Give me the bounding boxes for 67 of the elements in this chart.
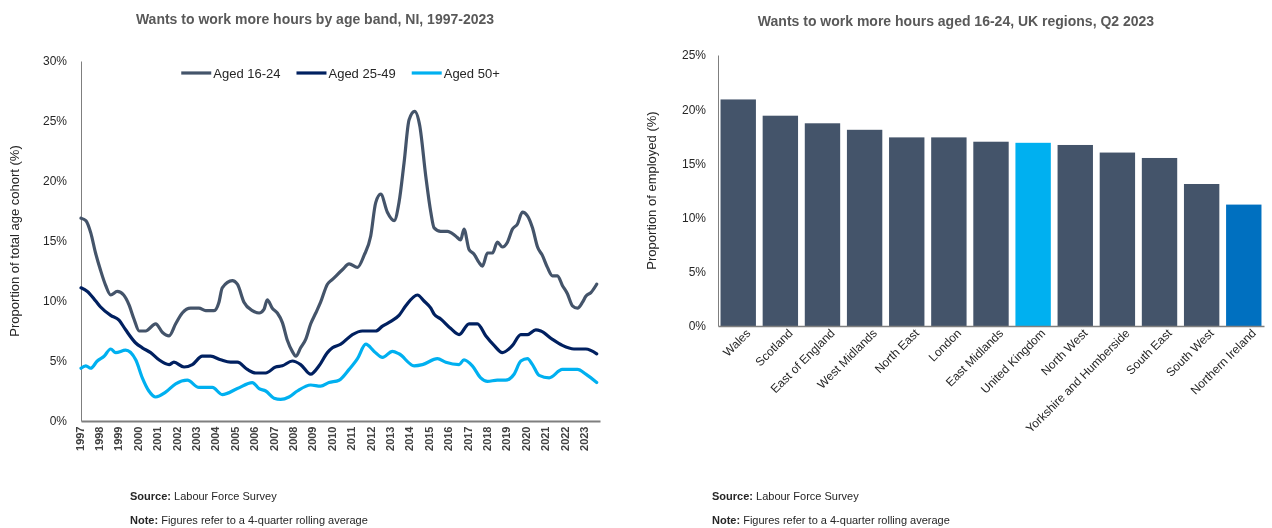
bar	[1099, 152, 1136, 326]
x-tick-label: 2016	[442, 426, 455, 451]
y-tick-label: 0%	[49, 414, 68, 429]
legend-label: Aged 25-49	[328, 66, 396, 81]
x-tick-label: 2001	[151, 426, 164, 451]
x-tick-label: 1998	[93, 426, 106, 451]
x-tick-label: 2022	[558, 426, 571, 451]
x-tick-label: 1997	[73, 426, 86, 451]
x-tick-label: 2006	[248, 426, 261, 451]
x-tick-label: 2019	[500, 426, 513, 451]
x-tick-label: 2011	[345, 426, 358, 451]
text: Note: Figures refer to a 4-quarter rolling average	[712, 514, 950, 526]
legend-label: Aged 16-24	[213, 66, 281, 81]
y-tick-label: 10%	[681, 210, 707, 225]
bar	[889, 137, 925, 326]
y-tick-label: 10%	[42, 294, 68, 309]
x-tick-label: 2008	[287, 426, 300, 451]
x-tick-label: 2023	[578, 426, 591, 451]
y-tick-label: 20%	[42, 174, 68, 189]
x-tick-label: 2021	[539, 426, 552, 451]
line-series	[79, 286, 599, 376]
y-tick-label: 25%	[42, 114, 68, 129]
legend-label: Aged 50+	[443, 66, 500, 81]
x-tick-label: 2003	[190, 426, 203, 451]
x-tick-label: 2005	[228, 426, 241, 451]
y-tick-label: 20%	[681, 102, 707, 117]
chart-title: Wants to work more hours by age band, NI, 1997-2023	[135, 11, 495, 27]
source-note: Source: Labour Force Survey	[712, 490, 860, 502]
bar	[762, 115, 799, 326]
x-tick-label: 2010	[325, 426, 338, 451]
x-tick-label: 2004	[209, 425, 222, 451]
x-tick-label: 2020	[519, 426, 532, 451]
y-tick-label: 5%	[688, 265, 707, 280]
chart-title: Wants to work more hours aged 16-24, UK regions, Q2 2023	[757, 13, 1155, 29]
y-tick-label: 25%	[681, 48, 707, 63]
y-tick-label: 30%	[42, 54, 68, 69]
bar	[846, 129, 883, 326]
text: Note: Figures refer to a 4-quarter rolling average	[130, 514, 368, 526]
x-tick-label: 2009	[306, 426, 319, 451]
x-tick-label: 2018	[481, 426, 494, 451]
y-tick-label: 5%	[49, 354, 68, 369]
x-tick-label: 2012	[364, 426, 377, 451]
y-tick-label: 0%	[688, 319, 707, 334]
x-tick-label: 2017	[461, 426, 474, 451]
x-tick-label: 2014	[403, 425, 416, 451]
x-tick-label: 2000	[131, 426, 144, 451]
source-note: Source: Labour Force Survey	[130, 490, 278, 502]
y-axis-title: Proportion of employed (%)	[644, 111, 659, 270]
bar	[804, 123, 841, 326]
line-series	[79, 342, 599, 401]
bar	[720, 99, 756, 326]
bar	[973, 141, 1009, 326]
x-tick-label: 2007	[267, 426, 280, 451]
y-tick-label: 15%	[681, 156, 707, 171]
x-tick-label: 2015	[422, 426, 435, 451]
x-tick-label: 1999	[112, 426, 125, 451]
bar	[931, 137, 967, 326]
bar	[1015, 142, 1051, 326]
y-tick-label: 15%	[42, 234, 68, 249]
x-tick-label: 2002	[170, 426, 183, 451]
y-axis-title: Proportion of total age cohort (%)	[7, 145, 22, 337]
x-tick-label: 2013	[384, 426, 397, 451]
bar	[1057, 144, 1093, 326]
bar	[1226, 204, 1262, 326]
line-series	[79, 109, 599, 358]
bar	[1141, 157, 1178, 326]
bar	[1183, 184, 1220, 326]
